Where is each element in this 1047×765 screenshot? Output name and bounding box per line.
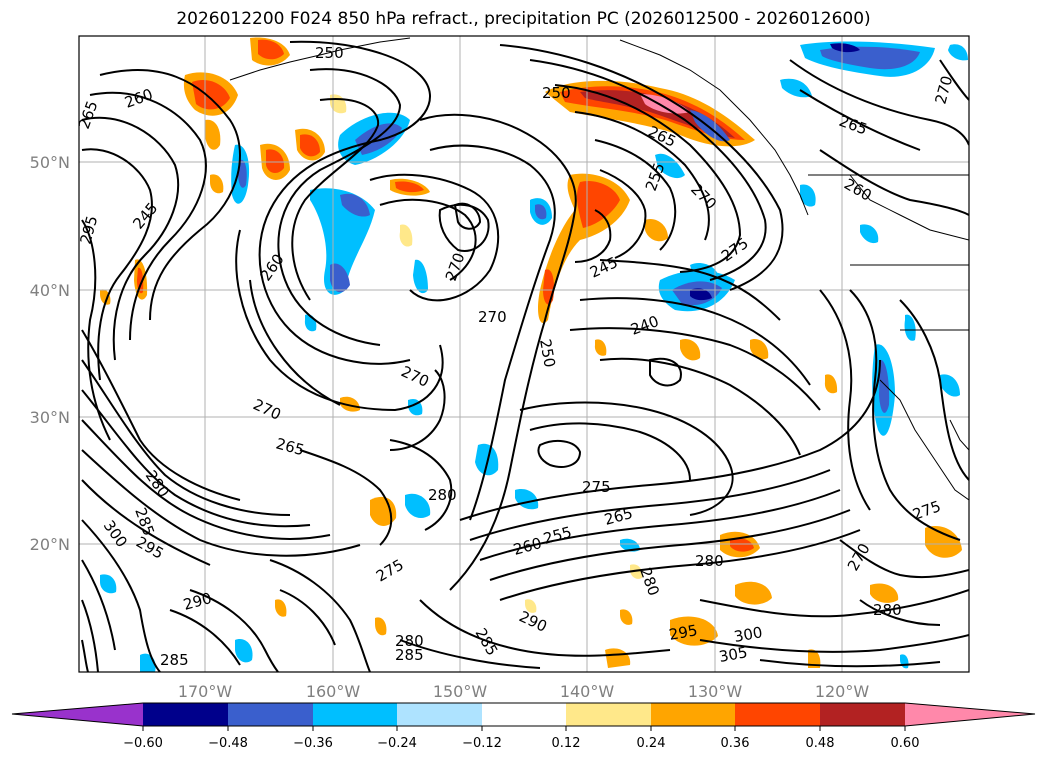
colorbar-tick: 0.60 xyxy=(891,736,920,751)
contour-label: 285 xyxy=(395,646,424,664)
colorbar-segment xyxy=(651,703,735,726)
contour-label: 250 xyxy=(536,338,559,369)
colorbar-tick: −0.60 xyxy=(123,736,163,751)
colorbar-segment xyxy=(566,703,651,726)
contour-label: 305 xyxy=(718,643,749,666)
lon-label: 120°W xyxy=(815,682,870,701)
contour-label: 285 xyxy=(160,651,189,669)
precipitation-fill-layer xyxy=(100,37,968,672)
colorbar-segment xyxy=(820,703,905,726)
colorbar-extend-min xyxy=(12,703,143,726)
colorbar-tick: 0.36 xyxy=(721,736,750,751)
lat-label: 30°N xyxy=(30,408,70,427)
lon-label: 140°W xyxy=(560,682,615,701)
colorbar-extend-max xyxy=(905,703,1035,726)
colorbar-tick: 0.48 xyxy=(806,736,835,751)
contour-label: 295 xyxy=(668,621,699,644)
contour-label: 280 xyxy=(873,601,902,619)
colorbar-segment xyxy=(313,703,397,726)
longitude-axis: 170°W 160°W 150°W 140°W 130°W 120°W xyxy=(178,682,870,701)
colorbar-segment xyxy=(143,703,228,726)
colorbar-tick: 0.12 xyxy=(552,736,581,751)
contour-label: 300 xyxy=(733,623,764,646)
colorbar: −0.60 −0.48 −0.36 −0.24 −0.12 0.12 0.24 … xyxy=(11,702,1036,751)
lon-label: 130°W xyxy=(688,682,743,701)
lat-label: 40°N xyxy=(30,281,70,300)
colorbar-tick: −0.36 xyxy=(293,736,333,751)
refractivity-contours xyxy=(81,40,969,672)
contour-label: 280 xyxy=(428,486,457,504)
lat-label: 50°N xyxy=(30,153,70,172)
contour-label: 250 xyxy=(542,84,571,102)
colorbar-segment xyxy=(735,703,820,726)
coastlines xyxy=(229,37,969,501)
lon-label: 150°W xyxy=(433,682,488,701)
colorbar-tick: −0.12 xyxy=(462,736,502,751)
colorbar-segment xyxy=(482,703,566,726)
plot-background xyxy=(79,36,969,672)
contour-label: 275 xyxy=(582,478,611,496)
contour-label: 250 xyxy=(315,44,344,62)
latitude-axis: 50°N 40°N 30°N 20°N xyxy=(30,153,70,554)
plot-frame xyxy=(78,35,970,673)
colorbar-tick: −0.24 xyxy=(377,736,417,751)
lon-label: 170°W xyxy=(178,682,233,701)
lat-label: 20°N xyxy=(30,535,70,554)
lon-label: 160°W xyxy=(306,682,361,701)
colorbar-segment xyxy=(228,703,313,726)
colorbar-segment xyxy=(397,703,482,726)
colorbar-tick: 0.24 xyxy=(637,736,666,751)
contour-label: 270 xyxy=(478,308,507,326)
map-title: 2026012200 F024 850 hPa refract., precip… xyxy=(176,9,871,29)
contour-label: 295 xyxy=(76,214,101,246)
contour-label: 280 xyxy=(395,632,424,650)
colorbar-tick: −0.48 xyxy=(208,736,248,751)
contour-label: 280 xyxy=(695,552,724,570)
